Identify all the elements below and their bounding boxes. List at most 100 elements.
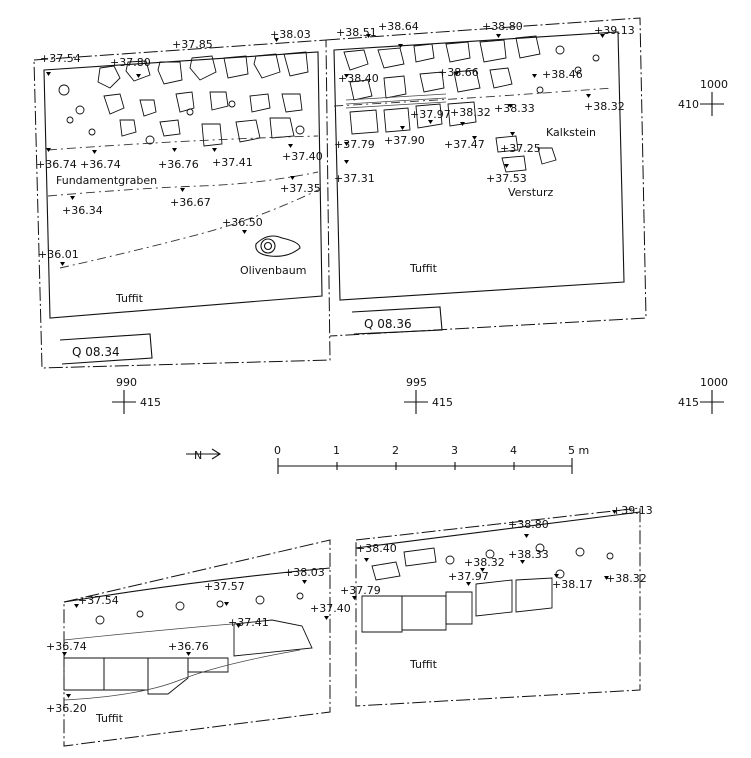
section-level-markers: [62, 510, 617, 698]
grid-y-415-b: 415: [432, 396, 453, 409]
plan-level: +36.76: [158, 158, 199, 171]
wall-foot-q0836: [333, 87, 613, 107]
plan-level: +37.90: [384, 134, 425, 147]
north-arrow: N: [186, 448, 222, 462]
section-level: +37.79: [340, 584, 381, 597]
section-level-labels: +38.03 +37.57 +37.54 +37.41 +37.40 +36.7…: [46, 504, 653, 715]
grid-x-990: 990: [116, 376, 137, 389]
plan-level: +36.67: [170, 196, 211, 209]
scale-tick: 3: [451, 444, 458, 457]
section-surface-left: [63, 567, 331, 603]
trench-label-q0834: Q 08.34: [72, 345, 120, 359]
plan-level: +39.13: [594, 24, 635, 37]
section-stones-right: [361, 543, 614, 633]
plan-level: +38.32: [450, 106, 491, 119]
plan-level: +37.35: [280, 182, 321, 195]
label-box-q0834: [59, 333, 153, 365]
label-box-q0836: [351, 306, 443, 335]
olivenbaum-label: Olivenbaum: [240, 264, 306, 277]
plan-level: +38.32: [584, 100, 625, 113]
section-surface-right: [355, 511, 641, 549]
section-level: +38.40: [356, 542, 397, 555]
olive-tree-symbol: [255, 235, 301, 257]
frame-q0836: [325, 17, 647, 337]
wall-stones-q0834: [58, 51, 309, 147]
section-level: +39.13: [612, 504, 653, 517]
section-level: +38.32: [464, 556, 505, 569]
plan-level: +37.97: [410, 108, 451, 121]
scale-tick: 0: [274, 444, 281, 457]
plan-level: +38.40: [338, 72, 379, 85]
plan-level: +38.51: [336, 26, 377, 39]
scale-tick: 1: [333, 444, 340, 457]
plan-level: +38.46: [542, 68, 583, 81]
grid-x-1000: 1000: [700, 376, 728, 389]
plan-level: +36.50: [222, 216, 263, 229]
plan-level: +37.85: [172, 38, 213, 51]
plan-level: +36.34: [62, 204, 103, 217]
section-level: +38.03: [284, 566, 325, 579]
grid-crosses: [112, 92, 724, 414]
section-level: +36.76: [168, 640, 209, 653]
plan-level: +37.54: [40, 52, 81, 65]
plan-level: +37.25: [500, 142, 541, 155]
plan-view: +37.54 +37.80 +37.85 +38.03 +38.51 +38.6…: [33, 17, 728, 414]
section-level: +37.97: [448, 570, 489, 583]
soil-edge-q0834: [59, 189, 319, 269]
plan-level: +38.64: [378, 20, 419, 33]
plan-level: +36.74: [36, 158, 77, 171]
section-tuffit-left: Tuffit: [95, 712, 124, 725]
section-view: +38.03 +37.57 +37.54 +37.41 +37.40 +36.7…: [46, 504, 653, 747]
plan-level: +38.80: [482, 20, 523, 33]
fundamentgraben-edge: [47, 171, 319, 197]
fundamentgraben-label: Fundamentgraben: [56, 174, 157, 187]
section-frame-right: [355, 507, 641, 707]
section-level: +38.17: [552, 578, 593, 591]
scale-tick: 5 m: [568, 444, 589, 457]
section-level: +38.32: [606, 572, 647, 585]
plan-level: +37.53: [486, 172, 527, 185]
scale-tick: 2: [392, 444, 399, 457]
plan-level: +36.74: [80, 158, 121, 171]
plan-level: +38.66: [438, 66, 479, 79]
section-stones-left: [63, 592, 313, 701]
section-level: +37.57: [204, 580, 245, 593]
scale-tick: 4: [510, 444, 517, 457]
plan-level: +37.40: [282, 150, 323, 163]
grid-y-415-c: 415: [678, 396, 699, 409]
versturz-label: Versturz: [508, 186, 553, 199]
section-frame-left: [63, 539, 331, 747]
kalkstein-label: Kalkstein: [546, 126, 596, 139]
tuffit-label-q0834: Tuffit: [115, 292, 144, 305]
plan-level: +38.03: [270, 28, 311, 41]
section-level: +36.74: [46, 640, 87, 653]
foundation-line: [47, 135, 319, 151]
trench-label-q0836: Q 08.36: [364, 317, 412, 331]
section-level: +37.41: [228, 616, 269, 629]
plan-level: +37.80: [110, 56, 151, 69]
plan-level: +37.47: [444, 138, 485, 151]
grid-x-1000-top: 1000: [700, 78, 728, 91]
plan-level: +37.31: [334, 172, 375, 185]
frame-q0834: [33, 39, 331, 369]
plan-level: +36.01: [38, 248, 79, 261]
trench-q0836-outline: [333, 31, 625, 301]
grid-y-410: 410: [678, 98, 699, 111]
scale-bar: 0 1 2 3 4 5 m: [274, 444, 589, 474]
plan-level: +37.41: [212, 156, 253, 169]
section-level: +36.20: [46, 702, 87, 715]
grid-x-995: 995: [406, 376, 427, 389]
section-level: +37.40: [310, 602, 351, 615]
plan-level-labels: +37.54 +37.80 +37.85 +38.03 +38.51 +38.6…: [36, 20, 635, 261]
section-tuffit-right: Tuffit: [409, 658, 438, 671]
section-level: +38.33: [508, 548, 549, 561]
tuffit-label-q0836: Tuffit: [409, 262, 438, 275]
north-arrow-letter: N: [194, 449, 202, 462]
plan-level: +38.33: [494, 102, 535, 115]
wall-stones-q0836: [343, 35, 600, 173]
section-level: +38.80: [508, 518, 549, 531]
grid-y-415-a: 415: [140, 396, 161, 409]
section-level: +37.54: [78, 594, 119, 607]
plan-level: +37.79: [334, 138, 375, 151]
